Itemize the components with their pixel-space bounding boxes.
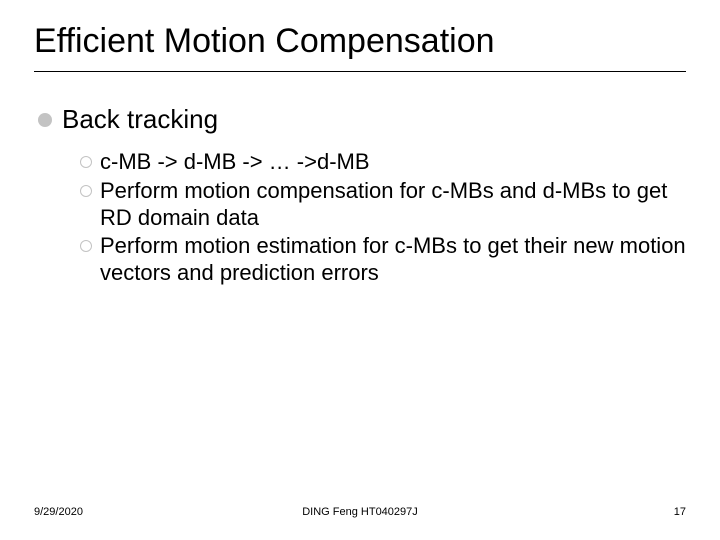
disc-bullet-icon — [38, 113, 52, 127]
bullet-level1: Back tracking — [38, 104, 686, 135]
bullet-level2: Perform motion compensation for c-MBs an… — [80, 178, 686, 232]
footer-author: DING Feng HT040297J — [302, 506, 418, 518]
bullet-text: c-MB -> d-MB -> … ->d-MB — [100, 149, 370, 176]
slide-footer: 9/29/2020 DING Feng HT040297J 17 — [0, 506, 720, 518]
footer-date: 9/29/2020 — [34, 506, 83, 518]
bullet-text: Perform motion estimation for c-MBs to g… — [100, 233, 686, 287]
slide: Efficient Motion Compensation Back track… — [0, 0, 720, 540]
ring-bullet-icon — [80, 240, 92, 252]
slide-title: Efficient Motion Compensation — [34, 22, 686, 61]
slide-content: Back tracking c-MB -> d-MB -> … ->d-MB P… — [34, 104, 686, 287]
ring-bullet-icon — [80, 156, 92, 168]
ring-bullet-icon — [80, 185, 92, 197]
section-heading: Back tracking — [62, 104, 218, 135]
bullet-text: Perform motion compensation for c-MBs an… — [100, 178, 686, 232]
bullet-level2: Perform motion estimation for c-MBs to g… — [80, 233, 686, 287]
sub-bullets: c-MB -> d-MB -> … ->d-MB Perform motion … — [80, 149, 686, 287]
bullet-level2: c-MB -> d-MB -> … ->d-MB — [80, 149, 686, 176]
footer-page: 17 — [674, 506, 686, 518]
title-underline — [34, 71, 686, 72]
